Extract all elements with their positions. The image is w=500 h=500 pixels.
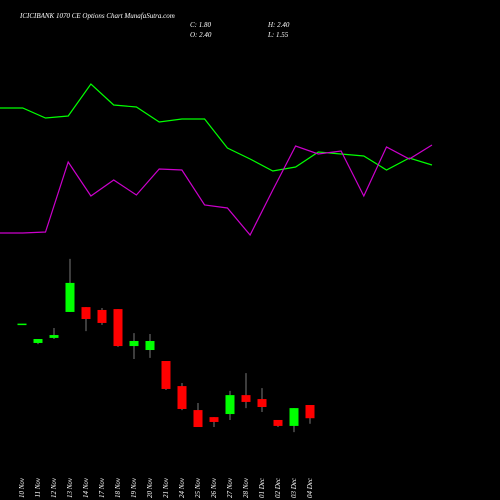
candle-body — [65, 282, 75, 312]
x-tick-label: 04 Dec — [306, 477, 314, 498]
indicator-line — [0, 144, 433, 237]
x-tick-label: 25 Nov — [194, 477, 202, 498]
x-tick-label: 24 Nov — [178, 477, 186, 498]
x-tick-label: 11 Nov — [34, 477, 42, 497]
x-tick-label: 17 Nov — [98, 477, 106, 498]
candle-body — [305, 405, 315, 419]
ohlc-open: O: 2.40 — [190, 31, 212, 39]
indicator-line — [0, 83, 433, 172]
x-tick-label: 18 Nov — [114, 477, 122, 498]
candle-body — [209, 417, 219, 422]
candle-body — [225, 395, 235, 415]
x-tick-label: 20 Nov — [146, 477, 154, 498]
candle-body — [257, 399, 267, 407]
x-tick-label: 19 Nov — [130, 477, 138, 498]
candle-body — [49, 335, 59, 338]
x-tick-label: 14 Nov — [82, 477, 90, 498]
candle-body — [177, 386, 187, 409]
x-tick-label: 21 Nov — [162, 477, 170, 498]
candle-body — [145, 340, 155, 351]
x-tick-label: 12 Nov — [50, 477, 58, 498]
chart-title: ICICIBANK 1070 CE Options Chart MunafaSu… — [19, 12, 175, 20]
x-tick-label: 01 Dec — [258, 477, 266, 498]
x-tick-label: 13 Nov — [66, 477, 74, 498]
candle-body — [193, 410, 203, 428]
candle-body — [129, 340, 139, 347]
x-tick-label: 03 Dec — [290, 477, 298, 498]
x-tick-label: 26 Nov — [210, 477, 218, 498]
candle-body — [273, 419, 283, 426]
candle-body — [241, 395, 251, 402]
candle-body — [113, 309, 123, 347]
ohlc-high: H: 2.40 — [267, 21, 290, 29]
x-tick-label: 27 Nov — [226, 477, 234, 498]
x-tick-label: 10 Nov — [18, 477, 26, 498]
candle-body — [97, 309, 107, 323]
ohlc-close: C: 1.80 — [190, 21, 212, 29]
x-tick-label: 02 Dec — [274, 477, 282, 498]
candle-body — [33, 339, 43, 343]
candle-body — [81, 307, 91, 319]
candle-body — [289, 408, 299, 426]
x-tick-label: 28 Nov — [242, 477, 250, 498]
ohlc-low: L: 1.55 — [267, 31, 289, 39]
candle-body — [161, 361, 171, 389]
candle-body — [17, 323, 27, 326]
